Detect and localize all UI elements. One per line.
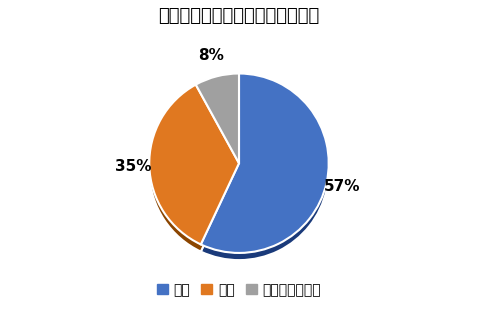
Wedge shape [149,92,239,252]
Wedge shape [196,81,239,170]
Wedge shape [196,74,239,163]
Text: 8%: 8% [198,48,224,63]
Wedge shape [201,74,329,253]
Wedge shape [201,81,329,260]
Text: 35%: 35% [115,159,152,174]
Legend: 満足, 不満, どちらでもない: 満足, 不満, どちらでもない [151,277,327,303]
Wedge shape [149,85,239,244]
Text: 57%: 57% [324,179,360,194]
Title: ハスラーの乗り心地の満足度調査: ハスラーの乗り心地の満足度調査 [158,7,320,25]
